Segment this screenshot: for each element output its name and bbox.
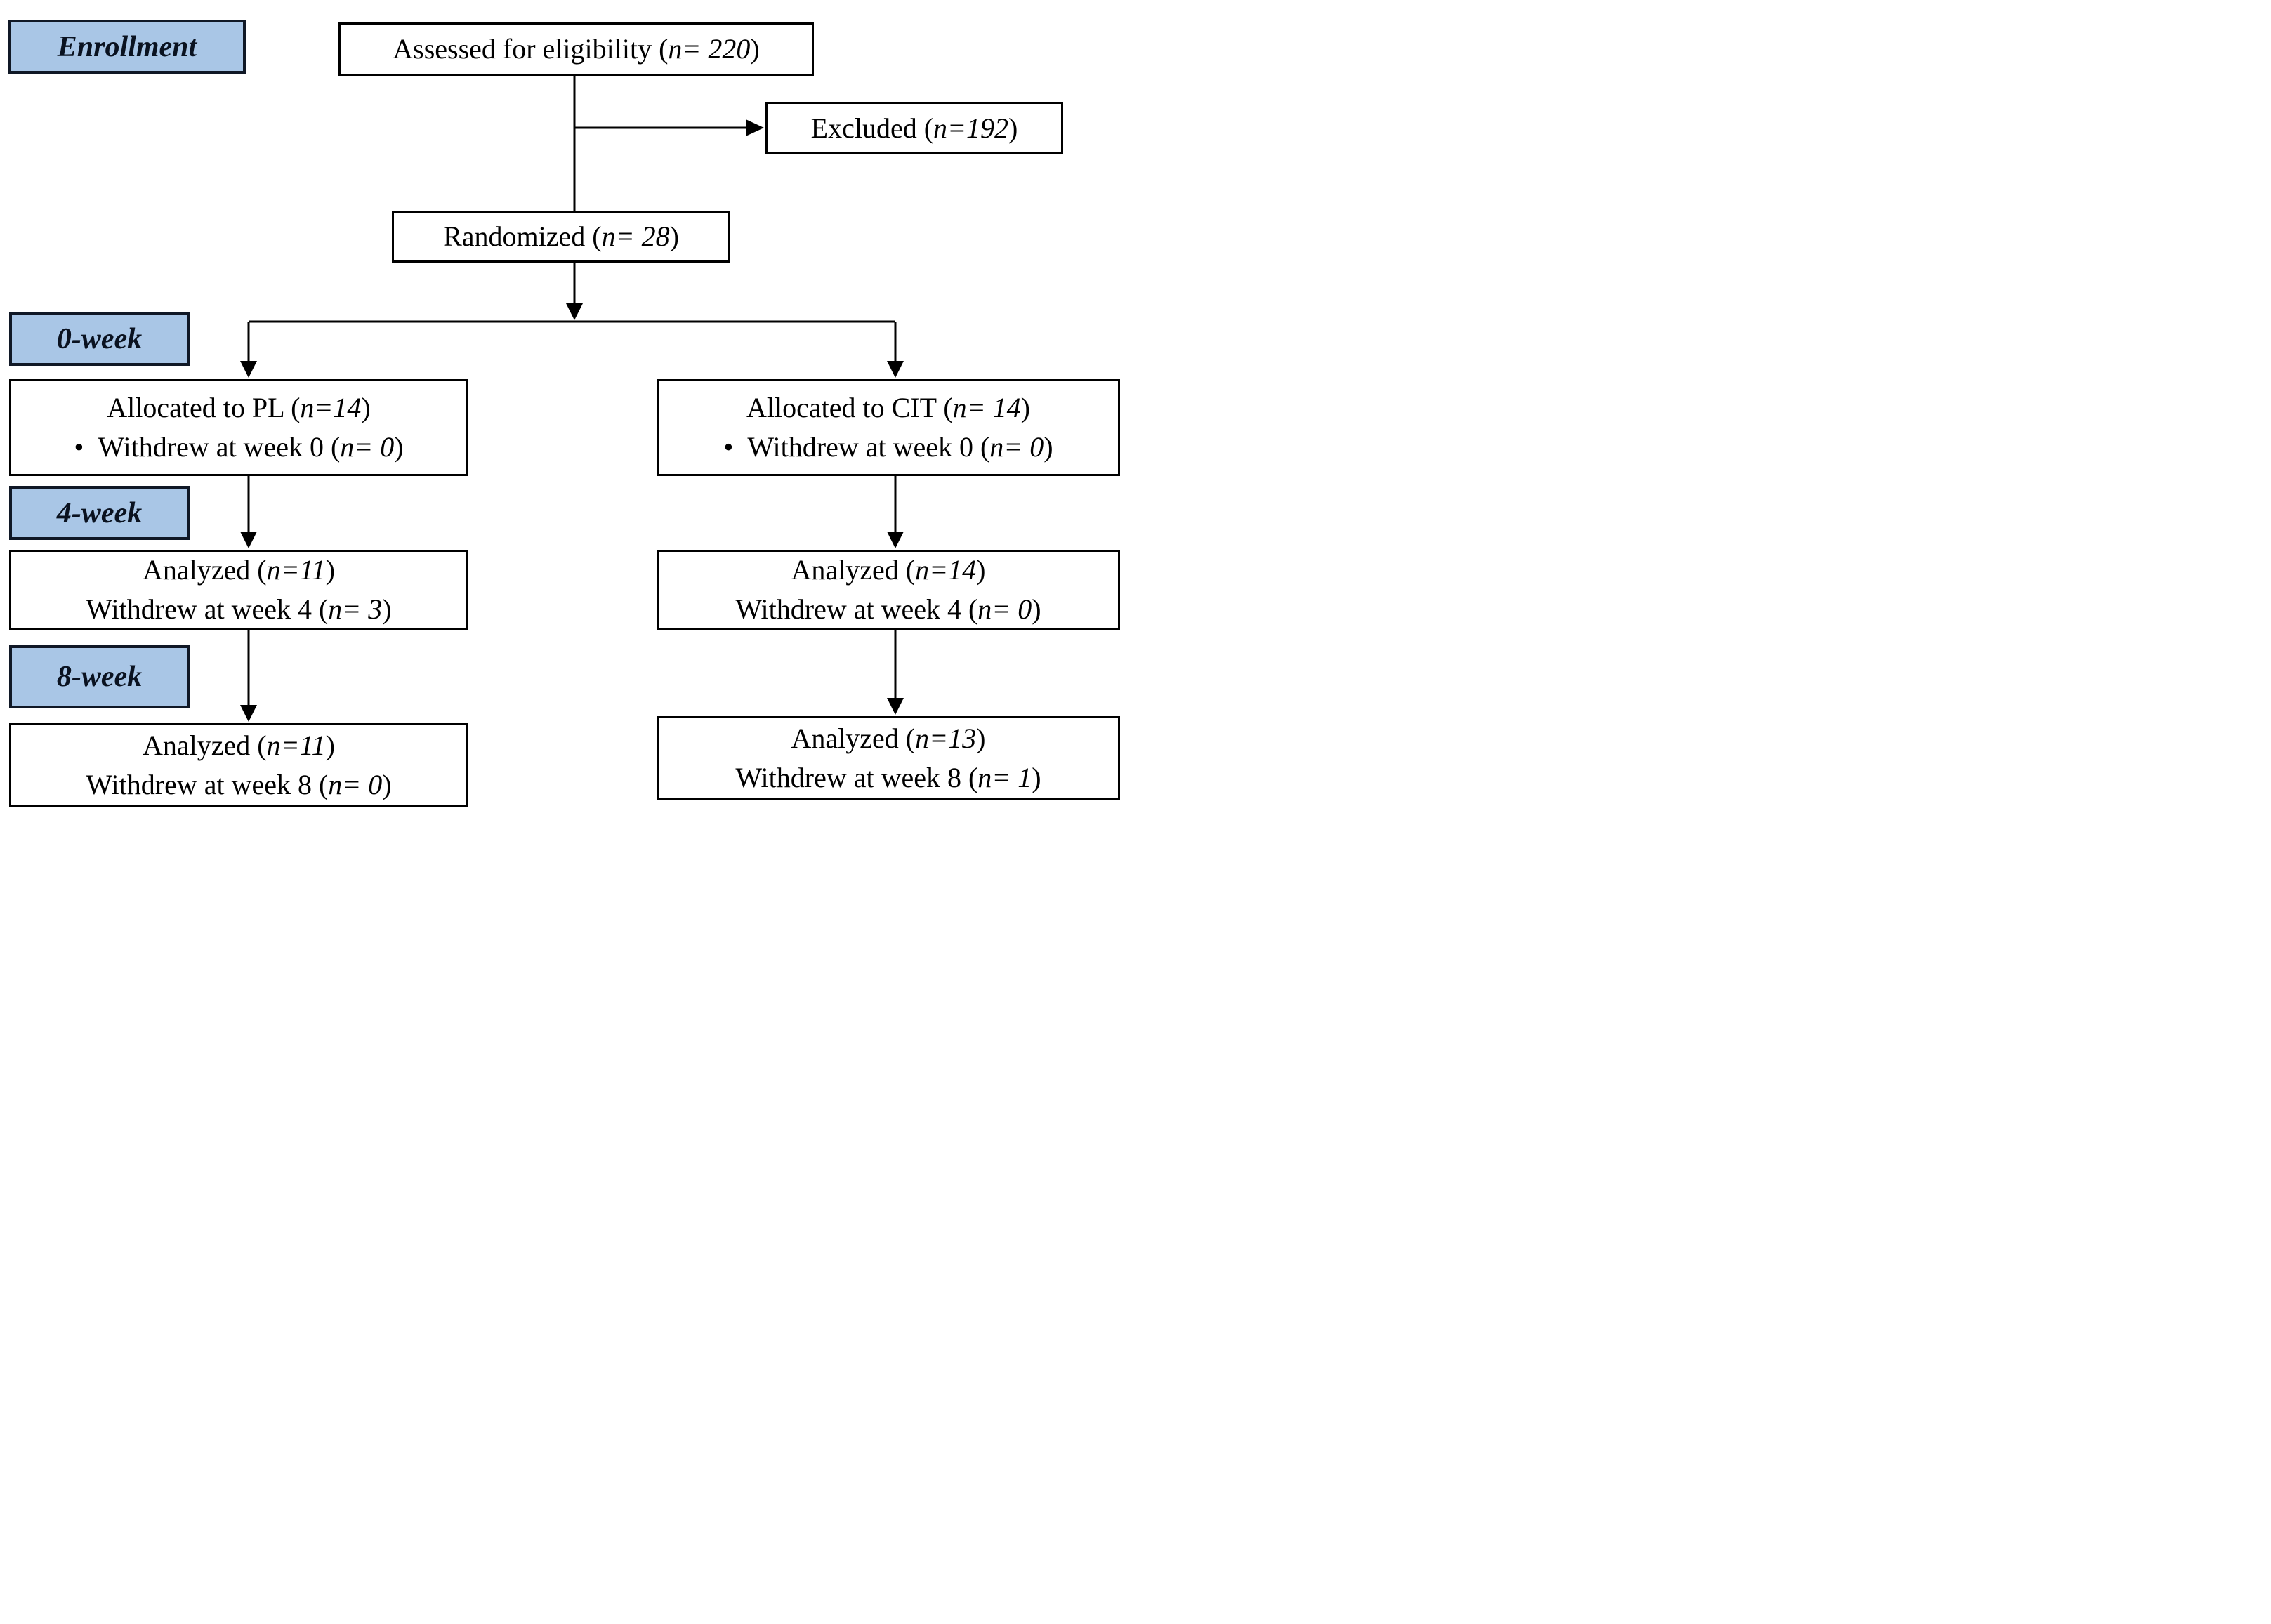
analyzed-week4-cit-line1: Analyzed (n=14) [791,554,986,586]
arrowhead-allocated-cit [887,361,904,378]
randomized-text: Randomized (n= 28) [443,220,679,252]
arrowhead-analyzed4-cit [887,532,904,548]
arrowhead-excluded [746,119,764,136]
excluded-box: Excluded (n=192) [765,102,1063,154]
consort-flow-diagram: Enrollment Assessed for eligibility (n= … [0,0,1136,812]
stage-label-8-week-text: 8-week [56,661,143,693]
assessed-text: Assessed for eligibility (n= 220) [393,33,760,65]
arrowhead-analyzed8-pl [240,705,257,722]
allocated-cit-box: Allocated to CIT (n= 14) • Withdrew at we… [657,379,1120,476]
allocated-cit-line1: Allocated to CIT (n= 14) [746,392,1030,423]
analyzed-week8-pl-line1: Analyzed (n=11) [143,730,335,761]
allocated-pl-line2: • Withdrew at week 0 (n= 0) [74,431,404,463]
stage-label-8-week: 8-week [9,645,190,708]
analyzed-week8-cit-line2: Withdrew at week 8 (n= 1) [735,762,1041,793]
analyzed-week4-cit-line2: Withdrew at week 4 (n= 0) [735,593,1041,625]
allocated-pl-box: Allocated to PL (n=14) • Withdrew at week… [9,379,468,476]
analyzed-week4-cit-box: Analyzed (n=14) Withdrew at week 4 (n= 0… [657,550,1120,630]
allocated-cit-line2: • Withdrew at week 0 (n= 0) [723,431,1053,463]
analyzed-week8-pl-box: Analyzed (n=11) Withdrew at week 8 (n= 0… [9,723,468,807]
analyzed-week8-pl-line2: Withdrew at week 8 (n= 0) [86,769,392,800]
analyzed-week8-cit-box: Analyzed (n=13) Withdrew at week 8 (n= 1… [657,716,1120,800]
stage-label-4-week-text: 4-week [56,496,143,529]
stage-label-enrollment: Enrollment [8,20,246,74]
stage-label-0-week: 0-week [9,312,190,366]
analyzed-week4-pl-box: Analyzed (n=11) Withdrew at week 4 (n= 3… [9,550,468,630]
allocated-pl-line1: Allocated to PL (n=14) [107,392,371,423]
assessed-for-eligibility-box: Assessed for eligibility (n= 220) [338,22,814,76]
analyzed-week4-pl-line1: Analyzed (n=11) [143,554,335,586]
arrowhead-allocated-pl [240,361,257,378]
excluded-text: Excluded (n=192) [810,112,1018,144]
bullet-glyph: • [723,431,734,463]
bullet-glyph: • [74,431,84,463]
arrowhead-analyzed4-pl [240,532,257,548]
analyzed-week4-pl-line2: Withdrew at week 4 (n= 3) [86,593,392,625]
stage-label-4-week: 4-week [9,486,190,540]
arrowhead-branch-junction [566,303,583,320]
stage-label-enrollment-text: Enrollment [57,30,197,63]
randomized-box: Randomized (n= 28) [392,211,730,263]
arrowhead-analyzed8-cit [887,698,904,715]
connector-lines [240,76,904,722]
analyzed-week8-cit-line1: Analyzed (n=13) [791,722,986,754]
stage-label-0-week-text: 0-week [56,322,143,355]
